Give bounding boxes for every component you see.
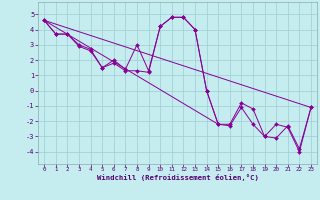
X-axis label: Windchill (Refroidissement éolien,°C): Windchill (Refroidissement éolien,°C) bbox=[97, 174, 259, 181]
